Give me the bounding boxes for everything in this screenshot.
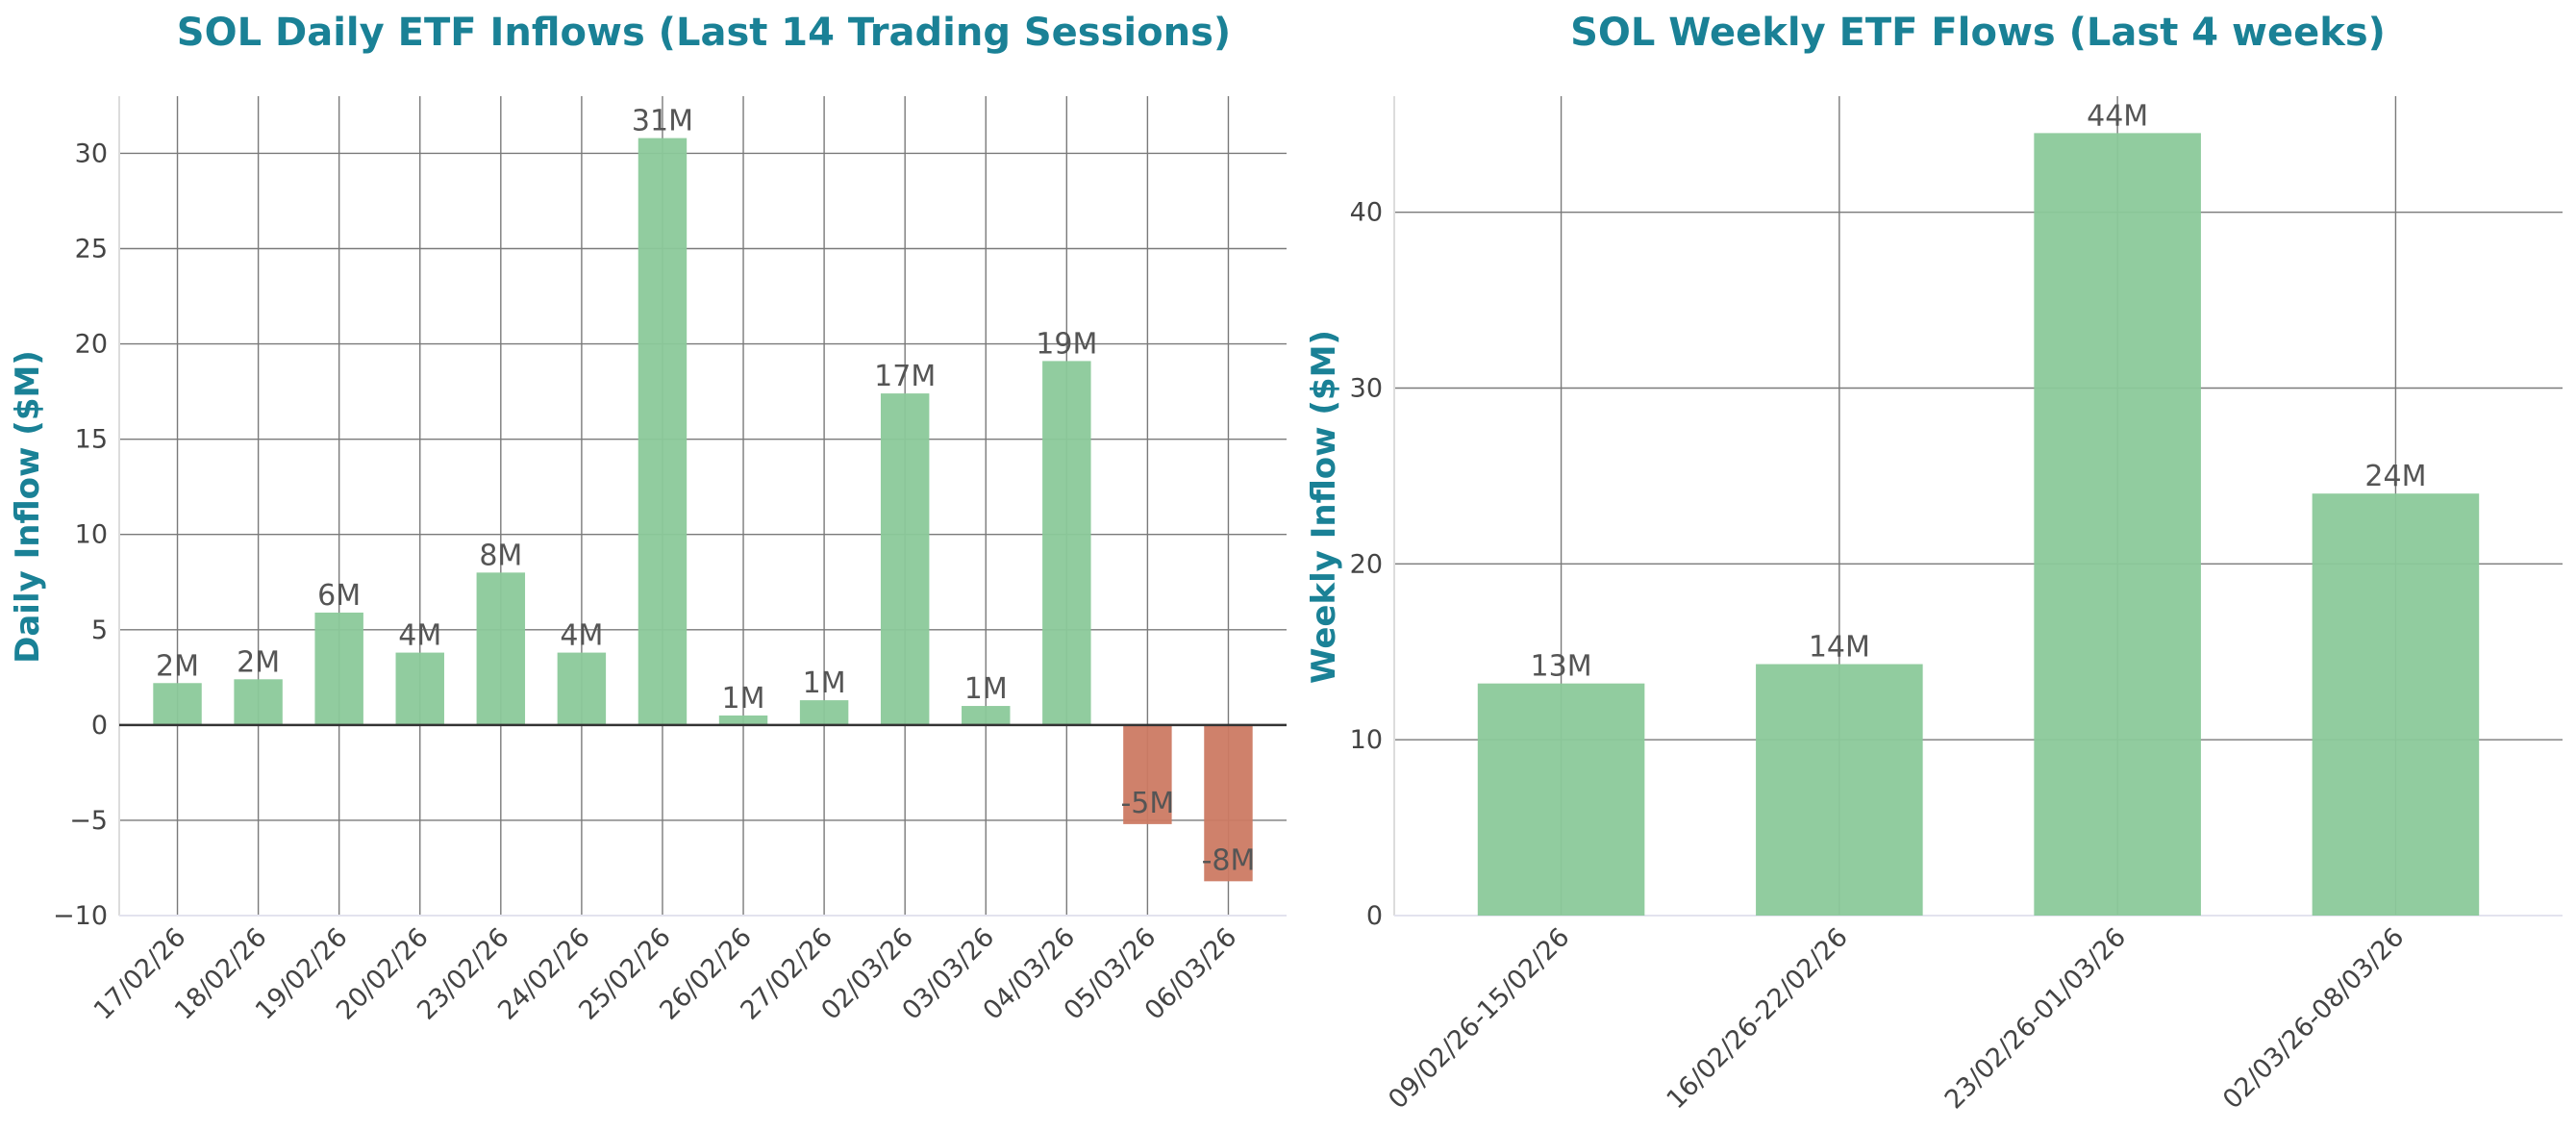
bar (638, 138, 688, 725)
data-label: 19M (1036, 327, 1097, 361)
y-axis-label: Daily Inflow ($M) (9, 350, 47, 664)
weekly-flows-chart: SOL Weekly ETF Flows (Last 4 weeks) Week… (1305, 11, 2563, 1115)
y-tick-label: 20 (75, 330, 108, 360)
y-tick-label: −10 (53, 901, 108, 931)
data-label: 4M (560, 619, 603, 653)
bar (962, 706, 1011, 725)
bar (1477, 683, 1645, 916)
bar (2034, 133, 2201, 917)
chart-title: SOL Weekly ETF Flows (Last 4 weeks) (1570, 11, 2386, 55)
data-label: 8M (479, 539, 522, 572)
bar (476, 572, 526, 725)
bar (1756, 664, 1923, 916)
bar (880, 393, 930, 725)
bar (234, 679, 283, 725)
data-label: 1M (964, 672, 1008, 706)
bar (1042, 361, 1091, 725)
daily-inflow-chart: SOL Daily ETF Inflows (Last 14 Trading S… (9, 11, 1287, 1026)
y-tick-label: 25 (75, 235, 108, 264)
data-label: 17M (874, 360, 936, 393)
y-tick-label: 5 (91, 616, 108, 645)
data-label: 6M (317, 579, 361, 613)
y-tick-label: 10 (1350, 725, 1383, 755)
data-label: 24M (2364, 460, 2426, 493)
data-label: 4M (398, 619, 441, 653)
y-tick-label: −5 (69, 806, 108, 836)
bar (718, 715, 768, 725)
x-tick-label: 09/02/26-15/02/26 (1383, 922, 1575, 1115)
y-tick-label: 30 (1350, 374, 1383, 404)
bar (1204, 724, 1253, 882)
bar (557, 652, 607, 725)
data-label: 31M (632, 105, 693, 138)
y-tick-label: 0 (91, 711, 108, 741)
data-label: 44M (2087, 99, 2148, 133)
y-tick-label: 10 (75, 520, 108, 550)
bar (153, 683, 202, 725)
data-label: 14M (1809, 631, 1870, 665)
y-axis-label: Weekly Inflow ($M) (1305, 330, 1343, 684)
data-label: 1M (722, 682, 765, 716)
bar (314, 612, 363, 725)
x-tick-label: 23/02/26-01/03/26 (1939, 922, 2132, 1115)
x-tick-label: 16/02/26-22/02/26 (1661, 922, 1853, 1115)
bar (2312, 493, 2480, 916)
data-label: 13M (1531, 650, 1592, 684)
data-label: 1M (803, 666, 846, 700)
bar (395, 652, 444, 725)
data-label: -5M (1120, 787, 1174, 820)
x-tick-label: 02/03/26-08/03/26 (2217, 922, 2410, 1115)
chart-title: SOL Daily ETF Inflows (Last 14 Trading S… (177, 11, 1231, 55)
y-tick-label: 15 (75, 425, 108, 455)
y-tick-label: 0 (1366, 901, 1383, 931)
data-label: 2M (237, 645, 280, 679)
y-tick-label: 20 (1350, 549, 1383, 579)
data-label: -8M (1202, 843, 1256, 877)
y-tick-label: 40 (1350, 198, 1383, 228)
y-tick-label: 30 (75, 138, 108, 168)
bar (1123, 724, 1172, 824)
bar (799, 700, 849, 725)
data-label: 2M (156, 649, 199, 683)
